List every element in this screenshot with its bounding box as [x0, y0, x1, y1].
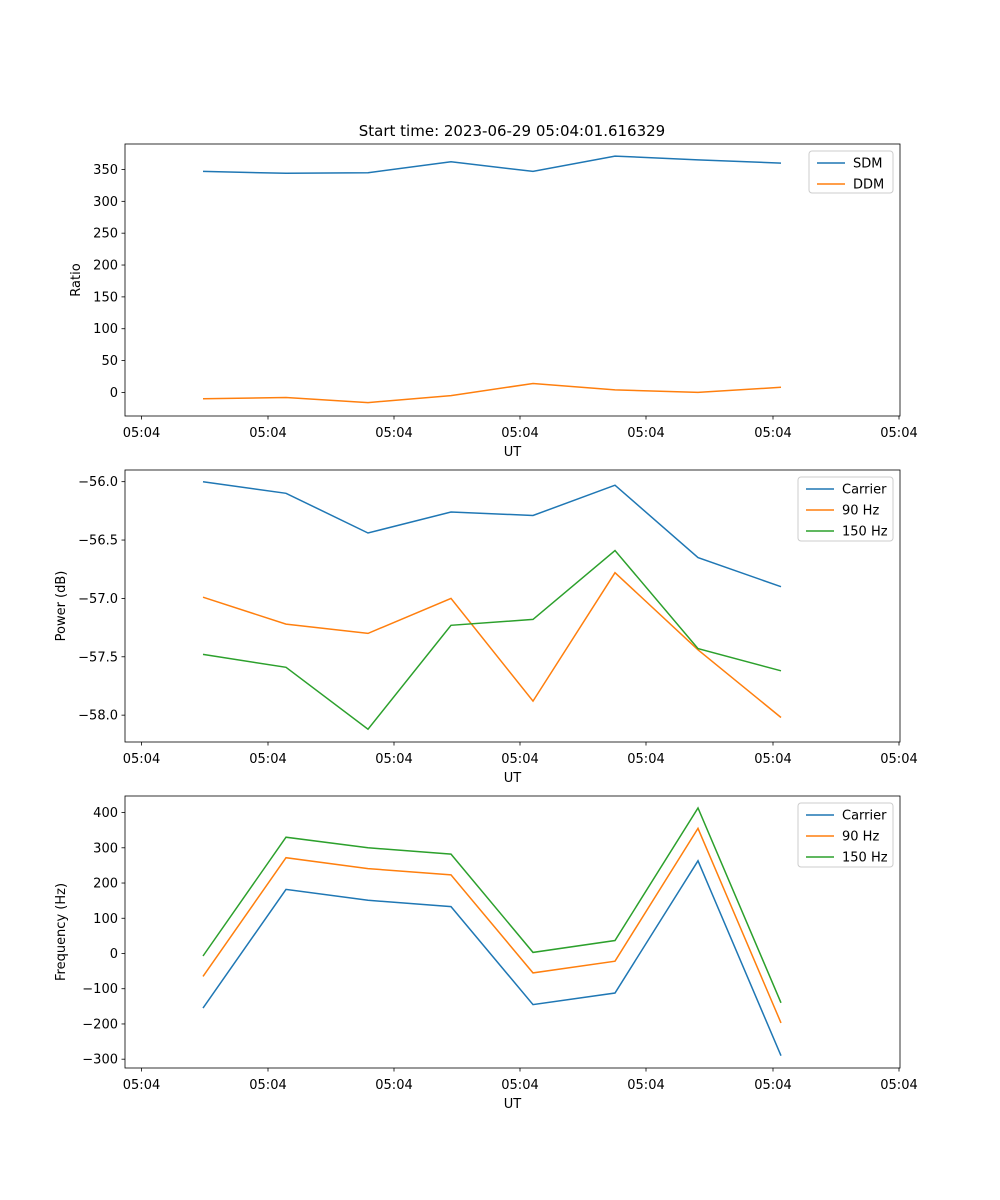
axes-frame [124, 143, 901, 417]
series-line-carrier [202, 859, 782, 1056]
x-tick-label: 05:04 [123, 1078, 160, 1093]
x-tick-label: 05:04 [249, 426, 286, 441]
x-tick-label: 05:04 [880, 1078, 917, 1093]
y-tick-label: −58.0 [78, 709, 118, 724]
y-tick-label: −56.5 [78, 534, 118, 549]
y-tick-label: −200 [82, 1017, 118, 1032]
x-tick-label: 05:04 [501, 426, 538, 441]
y-tick-label: 400 [93, 806, 118, 821]
x-tick-label: 05:04 [249, 1078, 286, 1093]
y-tick-label: 300 [93, 841, 118, 856]
legend: Carrier 90 Hz 150 Hz [797, 476, 894, 542]
y-tick-label: 150 [93, 290, 118, 305]
y-tick-label: −56.0 [78, 475, 118, 490]
y-axis-label: Ratio [69, 263, 84, 296]
legend-box [808, 150, 894, 194]
x-tick-label: 05:04 [501, 1078, 538, 1093]
x-tick-label: 05:04 [627, 752, 664, 767]
legend-label: 90 Hz [842, 830, 879, 845]
y-tick-label: −57.5 [78, 650, 118, 665]
y-tick-label: 50 [101, 354, 118, 369]
x-tick-label: 05:04 [123, 426, 160, 441]
axes-frame [124, 469, 901, 743]
x-tick-label: 05:04 [627, 426, 664, 441]
legend-box [797, 802, 894, 868]
y-tick-label: −300 [82, 1053, 118, 1068]
panel-2: −58.0 −57.5 −57.0 −56.5 −56.0 05:04 05:04 05:04… [54, 469, 918, 786]
series-line-90-hz [202, 571, 782, 719]
chart-title: Start time: 2023-06-29 05:04:01.616329 [359, 122, 665, 140]
legend-box [797, 476, 894, 542]
legend: SDM DDM [808, 150, 894, 194]
y-tick-label: 200 [93, 259, 118, 274]
legend-label: SDM [853, 157, 882, 172]
y-tick-label: 300 [93, 195, 118, 210]
x-tick-label: 05:04 [375, 426, 412, 441]
x-tick-label: 05:04 [375, 752, 412, 767]
y-tick-label: 350 [93, 163, 118, 178]
y-tick-label: 200 [93, 877, 118, 892]
x-tick-label: 05:04 [249, 752, 286, 767]
y-tick-label: −100 [82, 982, 118, 997]
x-tick-label: 05:04 [754, 752, 791, 767]
y-tick-label: −57.0 [78, 592, 118, 607]
legend-label: Carrier [842, 809, 887, 824]
y-tick-label: 100 [93, 322, 118, 337]
series-line-sdm [202, 155, 782, 175]
series-line-carrier [202, 480, 782, 588]
x-tick-label: 05:04 [375, 1078, 412, 1093]
panel-3: −300 −200 −100 0 100 200 300 400 05:04 05:04 05:04… [54, 795, 918, 1112]
x-axis-label: UT [504, 1097, 522, 1112]
panel-1: 0 50 100 150 200 250 300 350 05:04 05:04 05:04 05:0… [69, 143, 918, 460]
legend-label: 150 Hz [842, 851, 888, 866]
x-tick-label: 05:04 [123, 752, 160, 767]
legend-label: Carrier [842, 483, 887, 498]
x-tick-label: 05:04 [627, 1078, 664, 1093]
series-line-150-hz [202, 806, 782, 1004]
y-axis-label: Power (dB) [54, 571, 69, 642]
series-line-150-hz [202, 549, 782, 731]
y-tick-label: 250 [93, 227, 118, 242]
series-line-90-hz [202, 826, 782, 1024]
x-axis-label: UT [504, 445, 522, 460]
legend: Carrier 90 Hz 150 Hz [797, 802, 894, 868]
x-tick-label: 05:04 [880, 426, 917, 441]
legend-label: 150 Hz [842, 525, 888, 540]
x-axis-label: UT [504, 771, 522, 786]
x-tick-label: 05:04 [501, 752, 538, 767]
legend-label: DDM [853, 178, 884, 193]
x-tick-label: 05:04 [754, 1078, 791, 1093]
y-axis-label: Frequency (Hz) [54, 883, 69, 981]
legend-label: 90 Hz [842, 504, 879, 519]
y-tick-label: 100 [93, 912, 118, 927]
y-tick-label: 0 [110, 386, 118, 401]
series-line-ddm [202, 382, 782, 404]
x-tick-label: 05:04 [754, 426, 791, 441]
y-tick-label: 0 [110, 947, 118, 962]
axes-frame [124, 795, 901, 1069]
x-tick-label: 05:04 [880, 752, 917, 767]
